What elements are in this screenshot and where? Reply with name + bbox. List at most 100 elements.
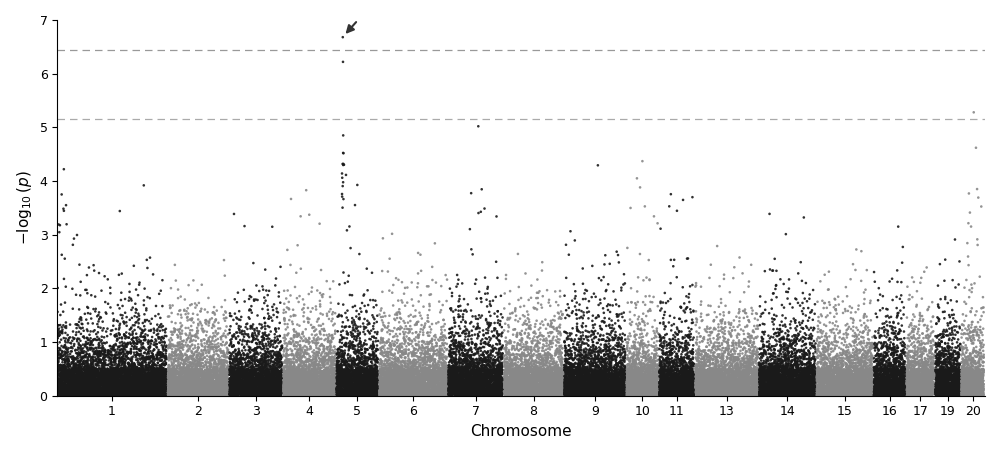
Point <box>793 367 809 375</box>
Point <box>930 366 946 373</box>
Point <box>568 378 584 385</box>
Point <box>501 348 517 355</box>
Point <box>843 353 859 360</box>
Point <box>945 389 961 396</box>
Point <box>332 375 348 382</box>
Point <box>906 332 922 339</box>
Point <box>226 380 242 387</box>
Point <box>311 387 327 395</box>
Point <box>131 380 147 387</box>
Point <box>600 351 616 358</box>
Point <box>562 367 578 374</box>
Point <box>64 392 80 399</box>
Point <box>612 323 628 331</box>
Point <box>385 389 401 396</box>
Point <box>454 364 470 371</box>
Point <box>214 375 230 382</box>
Point <box>542 389 558 396</box>
Point <box>971 375 987 383</box>
Point <box>65 391 81 399</box>
Point <box>150 333 166 340</box>
Point <box>222 378 238 385</box>
Point <box>477 375 493 382</box>
Point <box>664 391 680 398</box>
Point <box>548 392 564 400</box>
Point <box>577 389 593 396</box>
Point <box>750 386 766 394</box>
Point <box>408 359 424 366</box>
Point <box>946 365 962 372</box>
Point <box>452 383 468 390</box>
Point <box>179 385 195 392</box>
Point <box>209 389 225 396</box>
Point <box>934 379 950 386</box>
Point <box>301 386 317 393</box>
Point <box>613 382 629 389</box>
Point <box>734 379 750 386</box>
Point <box>730 323 746 331</box>
Point <box>399 368 415 375</box>
Point <box>942 365 958 373</box>
Point <box>810 390 826 397</box>
Point <box>934 375 950 383</box>
Point <box>963 386 979 393</box>
Point <box>336 382 352 390</box>
Point <box>925 390 941 397</box>
Point <box>810 383 826 390</box>
Point <box>210 389 226 396</box>
Point <box>932 389 948 396</box>
Point <box>576 372 592 380</box>
Point <box>676 384 692 391</box>
Point <box>694 383 710 390</box>
Point <box>81 351 97 359</box>
Point <box>598 355 614 363</box>
Point <box>832 382 848 389</box>
Point <box>915 384 931 391</box>
Point <box>621 384 637 391</box>
Point <box>73 390 89 398</box>
Point <box>76 384 92 391</box>
Point <box>722 382 738 390</box>
Point <box>657 385 673 392</box>
Point <box>147 387 163 394</box>
Point <box>879 375 895 382</box>
Point <box>659 375 675 383</box>
Point <box>181 390 197 397</box>
Point <box>655 375 671 382</box>
Point <box>945 388 961 395</box>
Point <box>269 387 285 395</box>
Point <box>91 390 107 397</box>
Point <box>906 359 922 366</box>
Point <box>224 343 240 350</box>
Point <box>195 388 211 395</box>
Point <box>692 371 708 378</box>
Point <box>475 349 491 356</box>
Point <box>182 373 198 380</box>
Point <box>213 368 229 375</box>
Point <box>256 385 272 392</box>
Point <box>679 384 695 391</box>
Point <box>573 390 589 398</box>
Point <box>231 363 247 370</box>
Point <box>359 366 375 374</box>
Point <box>211 388 227 395</box>
Point <box>213 384 229 391</box>
Point <box>114 379 130 386</box>
Point <box>913 356 929 364</box>
Point <box>593 380 609 388</box>
Point <box>586 388 602 395</box>
Point <box>876 377 892 385</box>
Point <box>822 350 838 358</box>
Point <box>218 383 234 390</box>
Point <box>114 355 130 362</box>
Point <box>633 380 649 387</box>
Point <box>276 380 292 387</box>
Point <box>818 345 834 353</box>
Point <box>890 387 906 395</box>
Point <box>810 391 826 398</box>
Point <box>879 389 895 396</box>
Point <box>465 382 481 390</box>
Point <box>256 392 272 399</box>
Point <box>451 313 467 321</box>
Point <box>267 374 283 381</box>
